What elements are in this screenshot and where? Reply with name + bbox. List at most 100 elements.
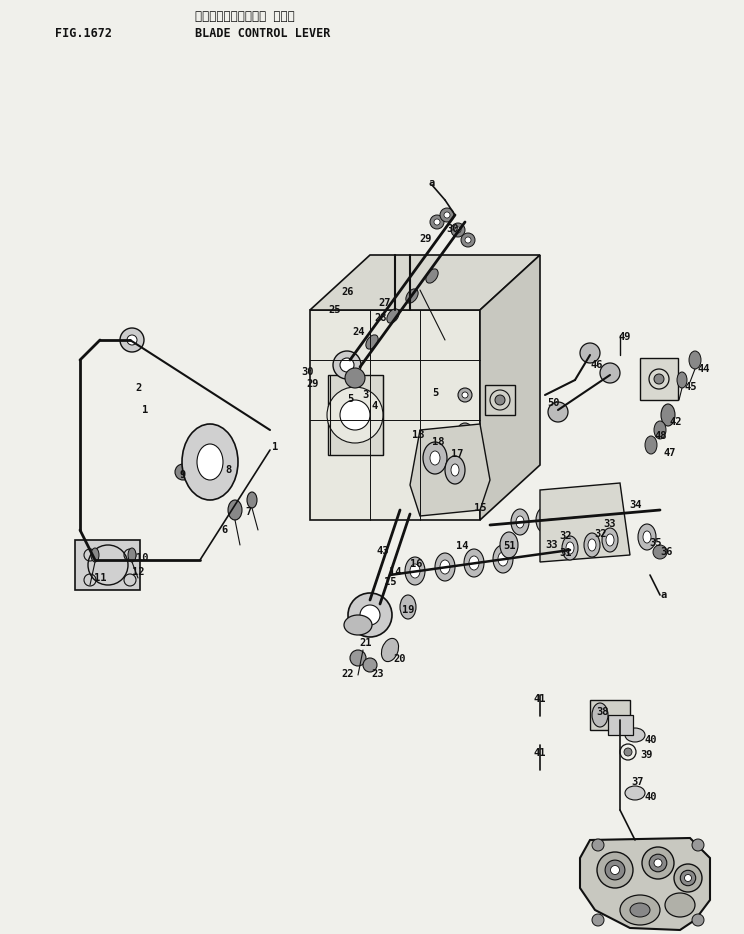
Text: 10: 10 <box>135 553 148 563</box>
Text: FIG.1672: FIG.1672 <box>55 27 112 40</box>
Ellipse shape <box>247 492 257 508</box>
Ellipse shape <box>536 507 554 533</box>
Circle shape <box>451 223 465 237</box>
Circle shape <box>120 328 144 352</box>
Polygon shape <box>410 424 490 516</box>
Ellipse shape <box>493 545 513 573</box>
Circle shape <box>360 605 380 625</box>
Text: 12: 12 <box>132 567 144 577</box>
Ellipse shape <box>423 442 447 474</box>
Ellipse shape <box>643 531 651 543</box>
Text: 45: 45 <box>684 382 697 392</box>
Polygon shape <box>540 483 630 562</box>
Ellipse shape <box>661 404 675 426</box>
Ellipse shape <box>500 532 518 558</box>
Circle shape <box>605 860 625 880</box>
Text: 4: 4 <box>372 401 378 411</box>
Text: 46: 46 <box>591 360 603 370</box>
Text: 36: 36 <box>661 547 673 557</box>
Text: 13: 13 <box>411 430 424 440</box>
Text: 26: 26 <box>341 287 354 297</box>
Circle shape <box>440 208 454 222</box>
Circle shape <box>350 650 366 666</box>
Ellipse shape <box>405 289 418 304</box>
Text: 3: 3 <box>362 390 368 400</box>
Text: a: a <box>661 590 667 600</box>
Ellipse shape <box>440 560 450 574</box>
Circle shape <box>600 363 620 383</box>
Text: 51: 51 <box>503 541 516 551</box>
Ellipse shape <box>366 335 378 349</box>
Ellipse shape <box>344 615 372 635</box>
Ellipse shape <box>568 511 576 523</box>
Ellipse shape <box>654 421 666 439</box>
Ellipse shape <box>689 351 701 369</box>
Text: 16: 16 <box>410 559 423 569</box>
Ellipse shape <box>435 553 455 581</box>
Ellipse shape <box>511 509 529 535</box>
Text: 18: 18 <box>432 437 444 447</box>
Text: 49: 49 <box>619 332 631 342</box>
Circle shape <box>430 215 444 229</box>
Ellipse shape <box>606 534 614 546</box>
Text: 21: 21 <box>360 638 372 648</box>
Circle shape <box>462 392 468 398</box>
Text: 40: 40 <box>645 735 657 745</box>
Circle shape <box>611 866 620 874</box>
Polygon shape <box>580 838 710 930</box>
Ellipse shape <box>563 504 581 530</box>
Text: BLADE CONTROL LEVER: BLADE CONTROL LEVER <box>195 27 330 40</box>
Text: 20: 20 <box>394 654 406 664</box>
Text: 22: 22 <box>341 669 354 679</box>
Ellipse shape <box>620 895 660 925</box>
Text: 38: 38 <box>597 707 609 717</box>
Ellipse shape <box>445 456 465 484</box>
Circle shape <box>458 388 472 402</box>
Text: 8: 8 <box>226 465 232 475</box>
Circle shape <box>465 237 471 243</box>
Ellipse shape <box>451 464 459 476</box>
Circle shape <box>455 227 461 233</box>
Ellipse shape <box>426 269 438 283</box>
Text: 25: 25 <box>329 305 341 315</box>
Text: 5: 5 <box>432 388 438 398</box>
Circle shape <box>592 839 604 851</box>
Text: 32: 32 <box>559 531 572 541</box>
Text: 30: 30 <box>302 367 314 377</box>
Circle shape <box>654 374 664 384</box>
Text: 28: 28 <box>375 313 387 323</box>
Ellipse shape <box>588 539 596 551</box>
Ellipse shape <box>630 903 650 917</box>
Text: 41: 41 <box>533 748 546 758</box>
Circle shape <box>340 358 354 372</box>
Text: 5: 5 <box>347 394 353 404</box>
Circle shape <box>597 852 633 888</box>
Text: 9: 9 <box>180 470 186 480</box>
Text: a: a <box>429 178 435 188</box>
Text: 40: 40 <box>645 792 657 802</box>
Circle shape <box>345 368 365 388</box>
Ellipse shape <box>625 728 645 742</box>
Circle shape <box>363 658 377 672</box>
Circle shape <box>444 212 450 218</box>
Ellipse shape <box>400 595 416 619</box>
Circle shape <box>127 335 137 345</box>
Polygon shape <box>310 310 480 520</box>
Text: 48: 48 <box>655 431 667 441</box>
Ellipse shape <box>498 552 508 566</box>
Circle shape <box>592 914 604 926</box>
Text: 29: 29 <box>420 234 432 244</box>
Ellipse shape <box>638 524 656 550</box>
Bar <box>485 385 515 415</box>
Circle shape <box>692 914 704 926</box>
Text: 11: 11 <box>94 573 106 583</box>
Text: 23: 23 <box>372 669 384 679</box>
Ellipse shape <box>91 548 99 562</box>
Text: 41: 41 <box>533 694 546 704</box>
Circle shape <box>548 402 568 422</box>
Ellipse shape <box>589 501 607 527</box>
Circle shape <box>333 351 361 379</box>
Circle shape <box>654 859 662 867</box>
Ellipse shape <box>228 500 242 520</box>
Circle shape <box>462 427 468 433</box>
